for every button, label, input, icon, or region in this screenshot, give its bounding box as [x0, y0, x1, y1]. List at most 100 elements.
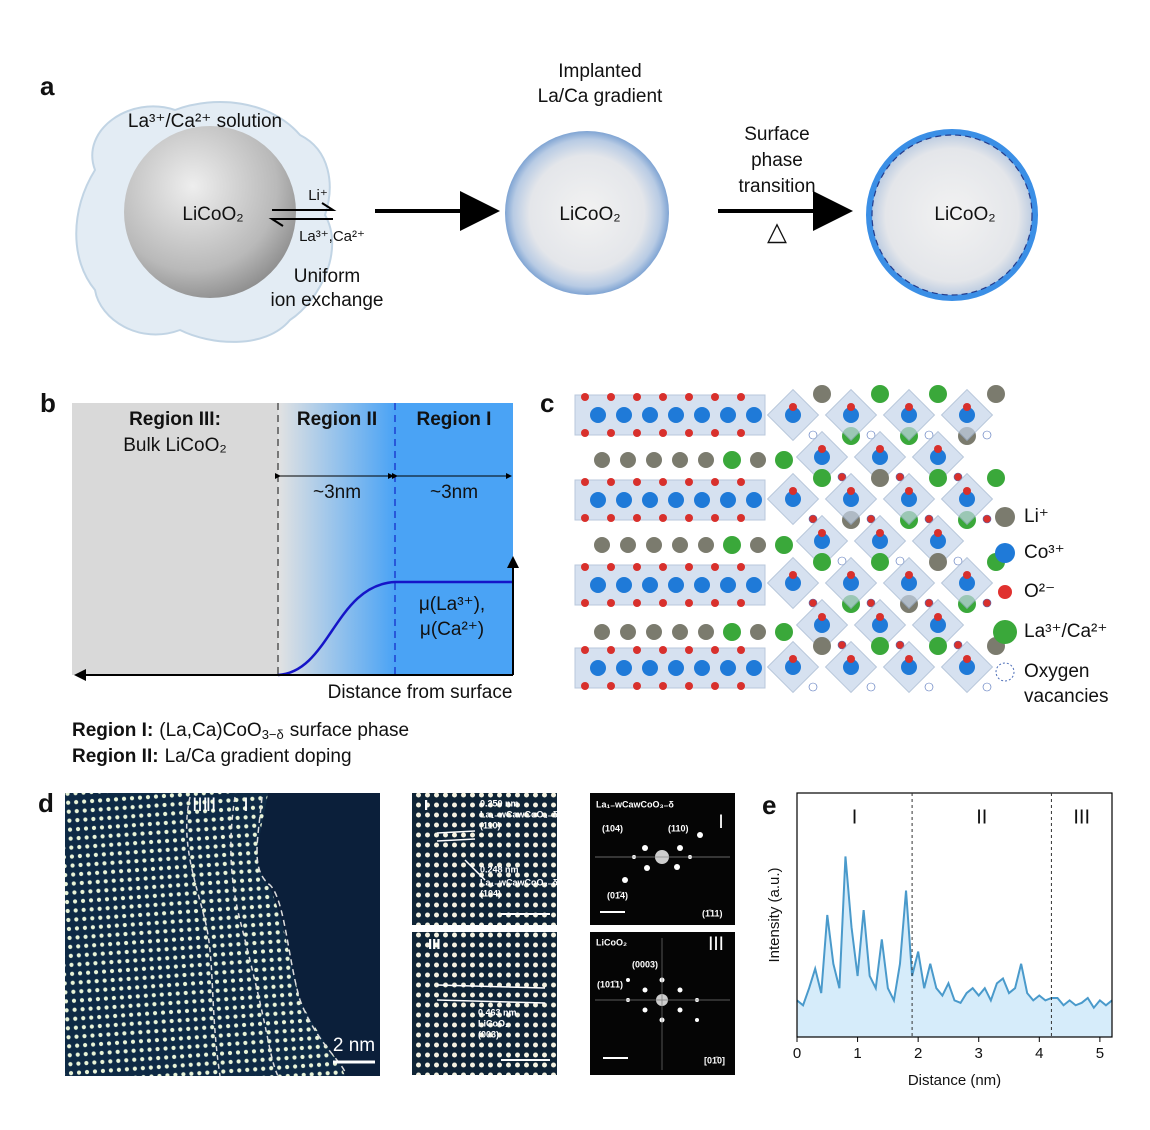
oxygen: [737, 682, 745, 690]
cobalt: [930, 449, 946, 465]
cobalt: [959, 659, 975, 675]
oxygen: [581, 563, 589, 571]
cobalt: [901, 407, 917, 423]
marker-line: [436, 830, 476, 834]
caption: transition: [738, 176, 815, 197]
oxygen: [581, 393, 589, 401]
vacancy: [924, 430, 934, 440]
phase-label: La₁₋wCawCoO₃₋δ: [596, 799, 674, 809]
curve-label: μ(Ca²⁺): [420, 619, 484, 640]
legend-text: Li⁺: [1024, 506, 1049, 527]
legend-line: Region I: (La,Ca)CoO3−δ surface phase: [72, 720, 409, 742]
vacancy: [866, 430, 876, 440]
oxygen: [953, 640, 963, 650]
plot-frame: [796, 792, 1113, 1038]
region-label: III: [428, 936, 441, 953]
exchange-arrow: [272, 202, 337, 211]
plane-label: (01̄4): [607, 890, 628, 900]
cobalt: [872, 617, 888, 633]
cobalt: [959, 575, 975, 591]
legend-text: surface phase: [290, 720, 409, 741]
oxygen: [685, 514, 693, 522]
caption: Surface: [744, 124, 809, 145]
particle: [866, 129, 1038, 301]
lithium: [672, 452, 688, 468]
legend-text: vacancies: [1024, 686, 1109, 707]
cobalt: [746, 492, 762, 508]
oxygen: [607, 514, 615, 522]
oxygen: [737, 429, 745, 437]
particle: [505, 131, 669, 295]
oxygen: [737, 393, 745, 401]
oxygen: [711, 429, 719, 437]
cobalt: [959, 407, 975, 423]
oxygen: [659, 478, 667, 486]
la-ca: [813, 553, 831, 571]
oxygen: [685, 429, 693, 437]
cobalt: [590, 660, 606, 676]
oxygen: [711, 599, 719, 607]
oxygen: [685, 563, 693, 571]
oxygen: [895, 472, 905, 482]
cobalt: [843, 407, 859, 423]
stem-lattice: [65, 793, 345, 1076]
oxygen: [808, 514, 818, 524]
cobalt: [616, 660, 632, 676]
oxygen: [789, 487, 797, 495]
oxygen: [659, 682, 667, 690]
la-ca: [987, 469, 1005, 487]
oxygen: [633, 682, 641, 690]
oxygen: [607, 393, 615, 401]
la-ca: [929, 637, 947, 655]
legend-key: Region I:: [72, 720, 153, 741]
oxygen: [905, 655, 913, 663]
legend-sub: 3−δ: [262, 727, 284, 742]
oxygen: [963, 655, 971, 663]
vacancy: [982, 682, 992, 692]
la-ca: [871, 553, 889, 571]
panel-label: b: [40, 388, 56, 418]
la-ca: [813, 469, 831, 487]
scale-label: 2 nm: [333, 1035, 375, 1056]
region-label: II: [976, 806, 987, 828]
oxygen: [737, 646, 745, 654]
oxygen: [934, 445, 942, 453]
la-ca: [871, 637, 889, 655]
caption: phase: [751, 150, 803, 171]
oxygen: [737, 514, 745, 522]
cobalt: [930, 533, 946, 549]
oxygen: [789, 403, 797, 411]
legend-atom: [996, 583, 1014, 601]
x-tick-label: 0: [793, 1045, 801, 1062]
cobalt: [694, 407, 710, 423]
phase-label: La₁₋wCawCoO₃₋δ: [480, 877, 558, 887]
lithium: [750, 537, 766, 553]
legend-atom: [995, 507, 1015, 527]
cobalt: [720, 577, 736, 593]
oxygen: [581, 646, 589, 654]
oxygen: [633, 514, 641, 522]
cobalt: [668, 492, 684, 508]
cobalt: [746, 577, 762, 593]
oxygen: [607, 599, 615, 607]
oxygen: [633, 393, 641, 401]
caption: La/Ca gradient: [538, 86, 663, 107]
region-label: III: [192, 795, 208, 816]
marker-line: [464, 859, 486, 881]
oxygen: [876, 529, 884, 537]
oxygen: [685, 478, 693, 486]
plane-label: (0003): [632, 959, 658, 969]
cobalt: [720, 492, 736, 508]
exchange-arrow: [268, 218, 333, 227]
cobalt: [785, 407, 801, 423]
oxygen: [847, 403, 855, 411]
oxygen: [685, 393, 693, 401]
cobalt: [872, 449, 888, 465]
la-ca: [871, 385, 889, 403]
cobalt: [785, 491, 801, 507]
oxygen: [963, 403, 971, 411]
y-axis-title: Intensity (a.u.): [766, 867, 783, 962]
oxygen: [581, 599, 589, 607]
